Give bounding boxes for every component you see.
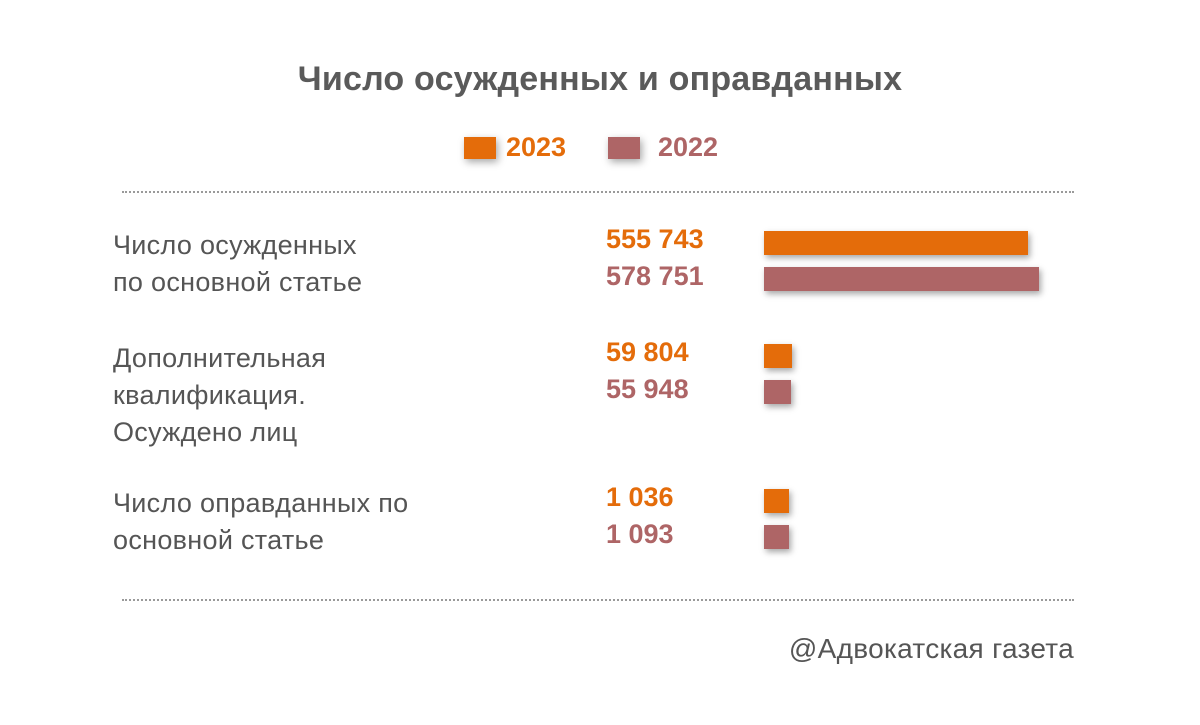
category-label: Число осужденных по основной статье [113,227,362,301]
bar-2022 [764,525,789,549]
legend-label-2022: 2022 [658,132,719,162]
data-label-2023: 59 804 [606,337,689,367]
data-label-2022: 55 948 [606,374,689,404]
chart-title: Число осужденных и оправданных [297,60,903,98]
bar-2023 [764,489,789,513]
data-label-2023: 555 743 [606,224,704,254]
category-label: Число оправданных по основной статье [113,485,409,559]
top-divider [122,191,1074,193]
bar-2022 [764,267,1039,291]
category-label-line: Число осужденных [113,230,357,260]
category-label-line: основной статье [113,525,325,555]
legend: 2023 2022 [0,132,1200,166]
legend-item-2023: 2023 [464,132,566,163]
data-label-2023: 1 036 [606,482,674,512]
category-label-line: Число оправданных по [113,488,409,518]
legend-swatch-2023 [464,136,496,159]
data-label-2022: 1 093 [606,519,674,549]
bar-2023 [764,344,792,368]
category-label-line: Осуждено лиц [113,417,298,447]
source-credit: @Адвокатская газета [788,633,1074,664]
legend-item-2022: 2022 [608,132,718,163]
bottom-divider [122,599,1074,601]
bar-2022 [764,380,791,404]
category-label-line: Дополнительная [113,343,327,373]
legend-swatch-2022 [608,136,640,159]
data-label-2022: 578 751 [606,261,704,291]
category-label-line: квалификация. [113,380,306,410]
category-label-line: по основной статье [113,267,363,297]
category-label: Дополнительная квалификация. Осуждено лиц [113,340,326,451]
legend-label-2023: 2023 [506,132,567,162]
bar-2023 [764,231,1028,255]
